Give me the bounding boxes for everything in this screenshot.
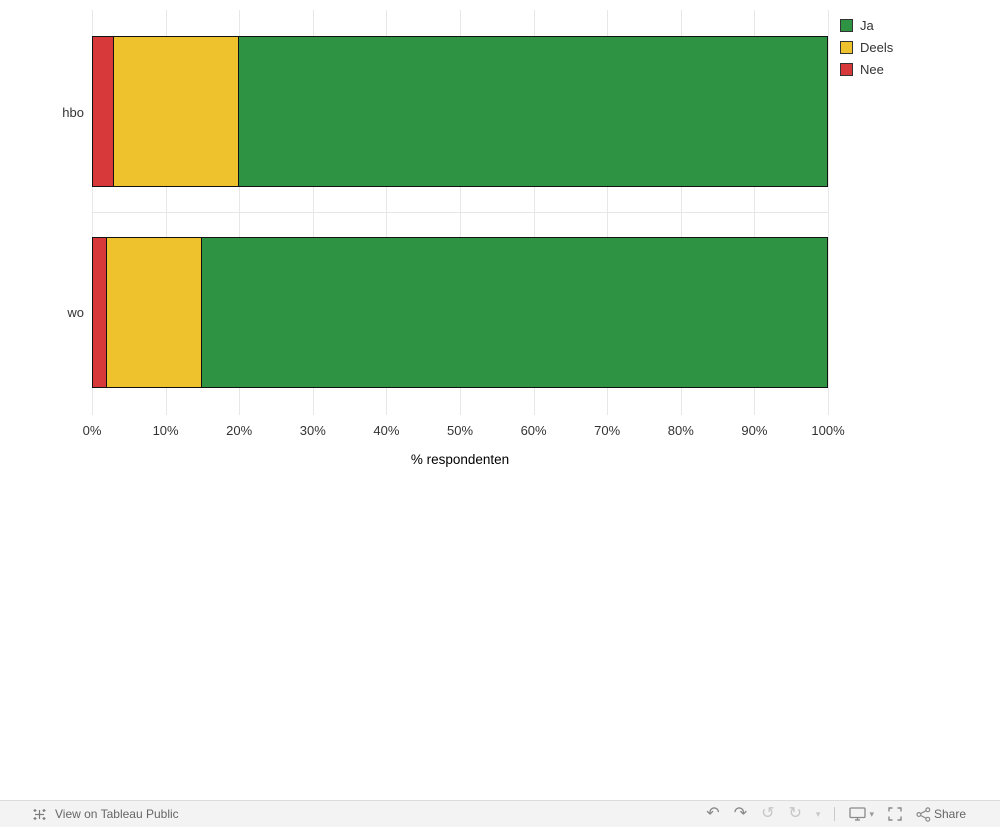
bar-segment-wo-nee[interactable] bbox=[92, 237, 107, 388]
toolbar-actions: ↶ ↷ ↺ ↻ ▾ ▾ bbox=[706, 806, 966, 822]
x-tick-label: 10% bbox=[152, 423, 179, 438]
gridline bbox=[680, 10, 682, 415]
x-tick-label: 70% bbox=[594, 423, 621, 438]
bar-segment-hbo-deels[interactable] bbox=[114, 36, 240, 187]
x-tick-label: 80% bbox=[667, 423, 694, 438]
gridline bbox=[754, 10, 756, 415]
bar-segment-wo-deels[interactable] bbox=[106, 237, 203, 388]
gridline bbox=[312, 10, 314, 415]
undo-button[interactable]: ↶ bbox=[706, 806, 719, 822]
bar-segment-hbo-nee[interactable] bbox=[92, 36, 115, 187]
plot-area bbox=[92, 10, 829, 415]
refresh-button[interactable]: ↻ bbox=[789, 806, 802, 822]
tableau-logo-icon bbox=[32, 807, 47, 822]
legend: Ja Deels Nee bbox=[840, 14, 893, 80]
legend-item-ja[interactable]: Ja bbox=[840, 14, 893, 36]
share-button[interactable]: Share bbox=[916, 806, 966, 822]
gridline bbox=[239, 10, 241, 415]
refresh-icon: ↻ bbox=[788, 805, 802, 822]
x-tick-label: 90% bbox=[741, 423, 768, 438]
row-label-wo: wo bbox=[67, 305, 84, 320]
undo-icon: ↶ bbox=[706, 805, 720, 822]
device-monitor-icon bbox=[849, 807, 867, 821]
view-on-tableau-public-label: View on Tableau Public bbox=[55, 807, 179, 821]
share-label: Share bbox=[933, 807, 966, 821]
legend-item-nee[interactable]: Nee bbox=[840, 58, 893, 80]
gridline bbox=[386, 10, 388, 415]
view-on-tableau-public-link[interactable]: View on Tableau Public bbox=[32, 807, 179, 822]
bar-hbo[interactable] bbox=[92, 36, 828, 187]
x-tick-label: 20% bbox=[226, 423, 253, 438]
gridline bbox=[607, 10, 609, 415]
bar-wo[interactable] bbox=[92, 237, 828, 388]
device-layout-caret-icon: ▾ bbox=[869, 808, 874, 819]
legend-swatch-nee bbox=[840, 62, 853, 76]
legend-label: Ja bbox=[860, 17, 874, 33]
revert-button[interactable]: ↺ bbox=[761, 806, 774, 822]
fullscreen-icon bbox=[888, 807, 902, 821]
refresh-menu-caret-icon[interactable]: ▾ bbox=[815, 808, 821, 819]
gridline bbox=[533, 10, 535, 415]
gridline bbox=[460, 10, 461, 415]
legend-label: Nee bbox=[860, 61, 884, 77]
bar-segment-hbo-ja[interactable] bbox=[239, 36, 828, 187]
x-tick-label: 0% bbox=[82, 423, 102, 438]
gridline bbox=[92, 10, 93, 415]
x-tick-label: 50% bbox=[446, 423, 474, 438]
revert-icon: ↺ bbox=[761, 805, 775, 822]
redo-button[interactable]: ↷ bbox=[734, 806, 747, 822]
tableau-toolbar: View on Tableau Public ↶ ↷ ↺ ↻ ▾ ▾ bbox=[0, 800, 1000, 827]
redo-icon: ↷ bbox=[733, 805, 748, 822]
legend-item-deels[interactable]: Deels bbox=[840, 36, 893, 58]
x-tick-label: 40% bbox=[373, 423, 400, 438]
legend-swatch-ja bbox=[840, 18, 853, 32]
legend-label: Deels bbox=[860, 39, 894, 55]
x-axis-title: % respondenten bbox=[410, 452, 510, 467]
toolbar-separator bbox=[834, 807, 836, 821]
share-icon bbox=[916, 806, 931, 822]
x-tick-label: 30% bbox=[299, 423, 326, 438]
x-tick-label: 60% bbox=[520, 423, 547, 438]
row-label-hbo: hbo bbox=[62, 105, 84, 120]
x-axis: 0% 10% 20% 30% 40% 50% 60% 70% 80% 90% 100% bbox=[83, 423, 845, 439]
legend-swatch-deels bbox=[840, 40, 853, 54]
gridline bbox=[165, 10, 167, 415]
gridline bbox=[828, 10, 829, 415]
fullscreen-button[interactable] bbox=[888, 807, 902, 821]
device-layout-button[interactable]: ▾ bbox=[849, 807, 874, 821]
bar-segment-wo-ja[interactable] bbox=[202, 237, 828, 388]
x-tick-label: 100% bbox=[811, 423, 845, 438]
